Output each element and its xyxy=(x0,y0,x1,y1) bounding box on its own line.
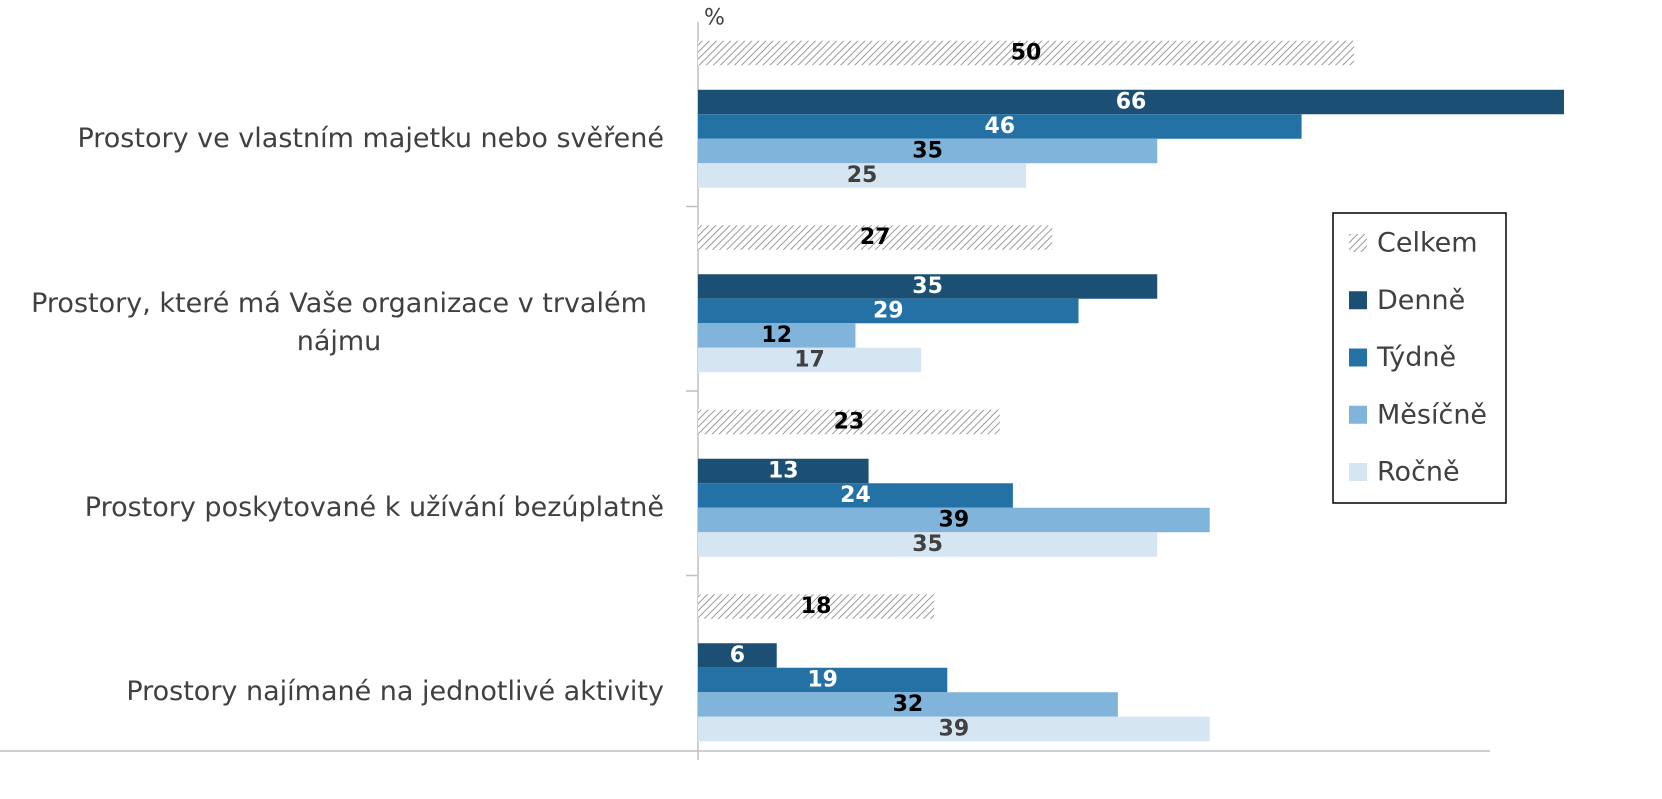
legend-label: Ročně xyxy=(1377,457,1460,488)
bar xyxy=(698,458,869,484)
unit-label: % xyxy=(704,6,725,31)
value-label: 50 xyxy=(1011,41,1042,66)
value-label: 29 xyxy=(873,299,904,324)
legend-label: Měsíčně xyxy=(1377,399,1487,430)
bar xyxy=(698,89,1564,115)
value-label: 18 xyxy=(801,594,832,619)
value-label: 32 xyxy=(893,692,924,717)
bar xyxy=(698,138,1158,164)
legend-swatch xyxy=(1349,405,1367,424)
bar xyxy=(698,643,777,668)
bar xyxy=(698,507,1210,533)
bar xyxy=(698,298,1079,324)
bar xyxy=(698,114,1302,139)
value-label: 23 xyxy=(834,410,865,435)
value-label: 66 xyxy=(1116,90,1147,115)
value-label: 35 xyxy=(912,274,943,299)
value-label: 25 xyxy=(847,163,878,188)
bar xyxy=(698,667,948,693)
bar xyxy=(698,483,1013,508)
bar xyxy=(698,409,1000,435)
value-label: 35 xyxy=(912,139,943,164)
category-label: Prostory ve vlastním majetku nebo svěřen… xyxy=(77,122,664,154)
bar xyxy=(698,532,1158,557)
value-label: 27 xyxy=(860,225,891,250)
value-label: 17 xyxy=(794,348,825,373)
value-label: 39 xyxy=(939,717,970,742)
bar xyxy=(698,716,1210,742)
bar xyxy=(698,692,1118,717)
legend-swatch xyxy=(1349,463,1367,481)
category-label: Prostory poskytované k užívání bezúplatn… xyxy=(84,491,664,523)
bar xyxy=(698,323,856,348)
category-label: Prostory, které má Vaše organizace v trv… xyxy=(31,288,647,358)
legend-label: Týdně xyxy=(1376,342,1456,373)
bar xyxy=(698,225,1053,250)
bar xyxy=(698,274,1158,299)
bar xyxy=(698,594,935,619)
bar xyxy=(698,163,1027,188)
bar xyxy=(698,40,1355,66)
value-label: 46 xyxy=(984,114,1015,139)
legend-swatch xyxy=(1349,348,1367,367)
legend-label: Denně xyxy=(1377,285,1465,316)
legend-swatch xyxy=(1349,291,1367,310)
value-label: 12 xyxy=(761,323,792,348)
bar xyxy=(698,347,922,373)
value-label: 35 xyxy=(912,532,943,557)
value-label: 24 xyxy=(840,483,871,508)
value-label: 6 xyxy=(730,643,745,668)
value-label: 19 xyxy=(807,668,838,693)
legend-swatch xyxy=(1349,234,1367,252)
legend-label: Celkem xyxy=(1377,228,1478,259)
value-label: 13 xyxy=(768,459,799,484)
category-label: Prostory najímané na jednotlivé aktivity xyxy=(126,676,664,708)
value-label: 39 xyxy=(939,508,970,533)
